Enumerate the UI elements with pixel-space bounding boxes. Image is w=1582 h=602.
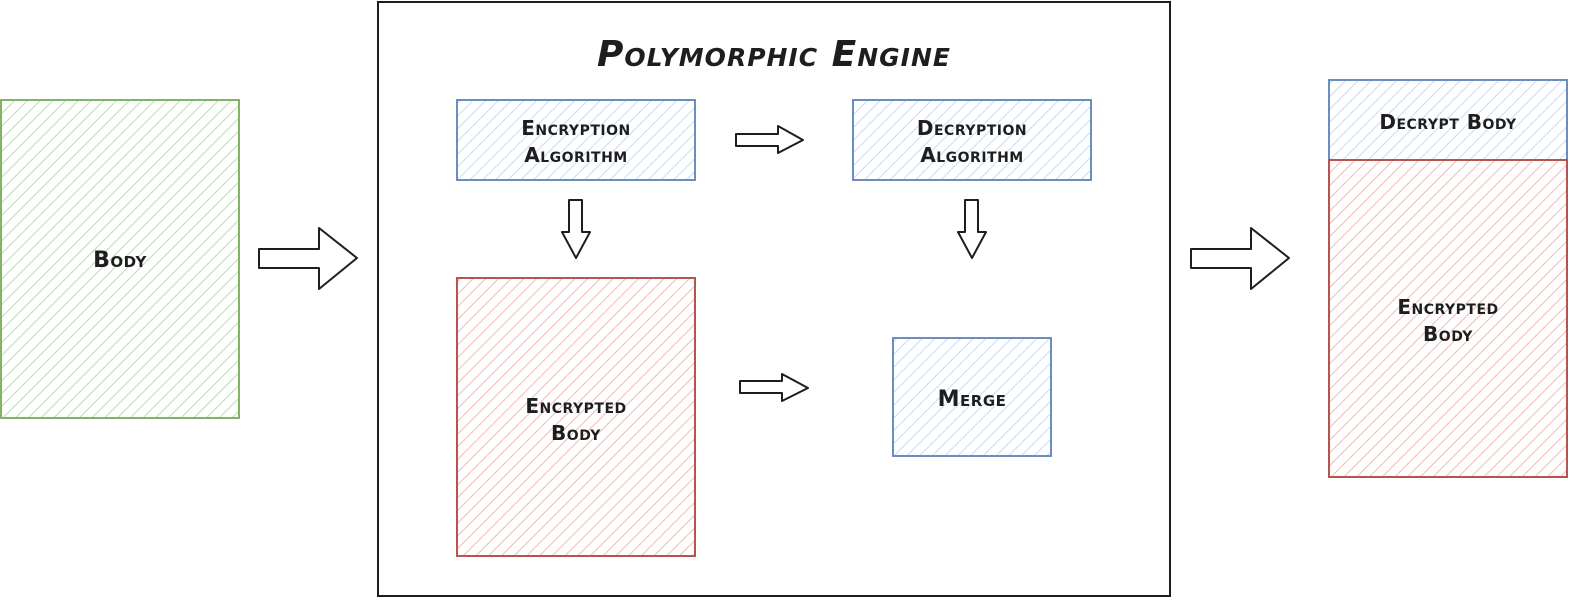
encrypted-body-label-line2: Body — [551, 421, 601, 445]
output-decrypt-body-box: Decrypt Body — [1328, 79, 1568, 161]
body-box: Body — [0, 99, 240, 419]
merge-box: Merge — [892, 337, 1052, 457]
body-label: Body — [93, 248, 147, 273]
decryption-algorithm-label-line1: Decryption — [917, 116, 1027, 140]
output-encrypted-body-box: Encrypted Body — [1328, 159, 1568, 478]
engine-title: Polymorphic Engine — [597, 34, 951, 75]
encrypted-body-box: Encrypted Body — [456, 277, 696, 557]
arrow-body-to-engine — [258, 227, 358, 290]
arrow-engine-to-output — [1190, 227, 1290, 290]
decryption-algorithm-label-line2: Algorithm — [920, 143, 1023, 167]
arrow-encryption-to-encrypted-body — [561, 199, 591, 259]
arrow-encryption-to-decryption — [735, 125, 804, 154]
encrypted-body-label-line1: Encrypted — [525, 394, 626, 418]
encryption-algorithm-label-line2: Algorithm — [524, 143, 627, 167]
output-decrypt-body-label: Decrypt Body — [1379, 110, 1517, 134]
arrow-encrypted-body-to-merge — [739, 373, 809, 402]
encryption-algorithm-label-line1: Encryption — [521, 116, 630, 140]
output-encrypted-body-label-line1: Encrypted — [1397, 295, 1498, 319]
output-encrypted-body-label-line2: Body — [1423, 322, 1473, 346]
merge-label: Merge — [938, 387, 1007, 412]
polymorphic-engine-frame: Polymorphic Engine — [377, 1, 1171, 597]
decryption-algorithm-box: Decryption Algorithm — [852, 99, 1092, 181]
encryption-algorithm-box: Encryption Algorithm — [456, 99, 696, 181]
arrow-decryption-to-merge — [957, 199, 987, 259]
